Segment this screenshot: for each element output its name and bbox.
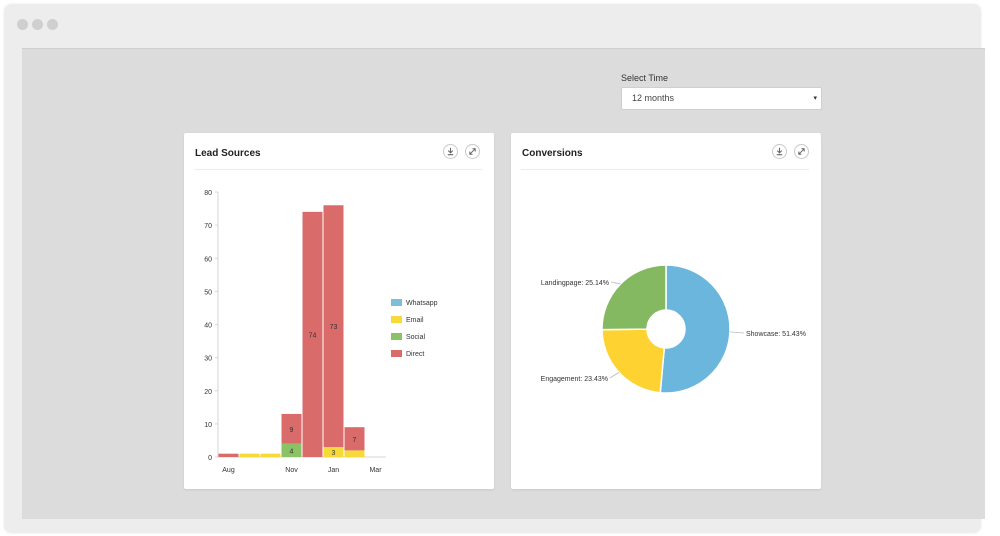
- window-dot: [17, 19, 28, 30]
- donut-slice-landingpage: [601, 264, 667, 331]
- y-tick-label: 20: [204, 389, 212, 396]
- bar-segment-email: [323, 447, 344, 457]
- legend-swatch-social: [391, 333, 402, 340]
- y-tick-label: 60: [204, 256, 212, 263]
- y-tick-label: 0: [208, 455, 212, 462]
- slice-label: Landingpage: 25.14%: [541, 280, 609, 287]
- caret-down-icon: ▾: [813, 95, 817, 102]
- slice-label: Engagement: 23.43%: [541, 376, 608, 383]
- slice-label: Showcase: 51.43%: [746, 331, 806, 338]
- y-tick-label: 10: [204, 422, 212, 429]
- card-divider: [521, 169, 809, 170]
- y-tick-label: 80: [204, 190, 212, 197]
- expand-icon[interactable]: [465, 144, 480, 159]
- donut-slice-showcase: [659, 264, 731, 394]
- bar-segment-email: [344, 450, 365, 457]
- bar-segment-direct: [302, 211, 323, 457]
- download-icon[interactable]: [772, 144, 787, 159]
- x-tick-label: Jan: [328, 467, 339, 474]
- bar-data-label: 73: [330, 324, 338, 331]
- download-icon[interactable]: [443, 144, 458, 159]
- time-range-value: 12 months: [632, 93, 675, 103]
- bar-segment-direct: [323, 205, 344, 448]
- lead-sources-bar-chart: 0 10 20 30 40 50 60 70 80 Aug 4 9 Nov 74 3 73 Jan 7 Mar Wha…: [204, 190, 438, 474]
- y-tick-label: 40: [204, 323, 212, 330]
- legend-label: Social: [406, 334, 426, 341]
- browser-window: Select Time 12 months ▾ Lead Sources 0 10…: [5, 5, 985, 532]
- x-tick-label: Nov: [285, 467, 298, 474]
- card-divider: [194, 169, 482, 170]
- bar-segment-direct: [281, 413, 302, 444]
- legend-swatch-email: [391, 316, 402, 323]
- bar-data-label: 9: [290, 427, 294, 434]
- y-tick-label: 30: [204, 356, 212, 363]
- donut-slice-engagement: [601, 328, 666, 394]
- legend-label: Email: [406, 317, 424, 324]
- card-title: Conversions: [522, 148, 583, 159]
- time-range-select[interactable]: 12 months ▾: [621, 87, 822, 110]
- bar-segment-social: [281, 443, 302, 457]
- expand-icon[interactable]: [794, 144, 809, 159]
- bar-data-label: 4: [290, 448, 294, 455]
- slice-connector-line: [729, 331, 745, 334]
- y-tick-label: 70: [204, 223, 212, 230]
- bar-segment-direct: [344, 427, 365, 451]
- x-tick-label: Mar: [369, 467, 382, 474]
- dashboard-viewport: Select Time 12 months ▾ Lead Sources 0 10…: [22, 48, 985, 519]
- legend-label: Direct: [406, 351, 424, 358]
- bar-data-label: 3: [332, 450, 336, 457]
- bar-segment-direct: [218, 453, 239, 457]
- bar-segment-email: [239, 453, 260, 457]
- window-dot: [47, 19, 58, 30]
- legend-swatch-direct: [391, 350, 402, 357]
- lead-sources-card: Lead Sources 0 10 20 30 40 50 60 70 80 Aug 4 9 Nov 74…: [184, 133, 494, 489]
- bar-segment-email: [260, 453, 281, 457]
- slice-connector-line: [609, 372, 620, 379]
- window-dot: [32, 19, 43, 30]
- card-title: Lead Sources: [195, 148, 261, 159]
- legend-swatch-whatsapp: [391, 299, 402, 306]
- slice-connector-line: [610, 281, 621, 285]
- bar-data-label: 74: [309, 332, 317, 339]
- y-tick-label: 50: [204, 289, 212, 296]
- bar-data-label: 7: [353, 437, 357, 444]
- legend-label: Whatsapp: [406, 300, 438, 307]
- conversions-donut-chart: Showcase: 51.43% Engagement: 23.43% Landin…: [541, 264, 806, 394]
- x-tick-label: Aug: [222, 467, 235, 474]
- select-time-label: Select Time: [621, 73, 669, 83]
- conversions-card: Conversions Showcase: 51.43% Engagement: …: [511, 133, 821, 489]
